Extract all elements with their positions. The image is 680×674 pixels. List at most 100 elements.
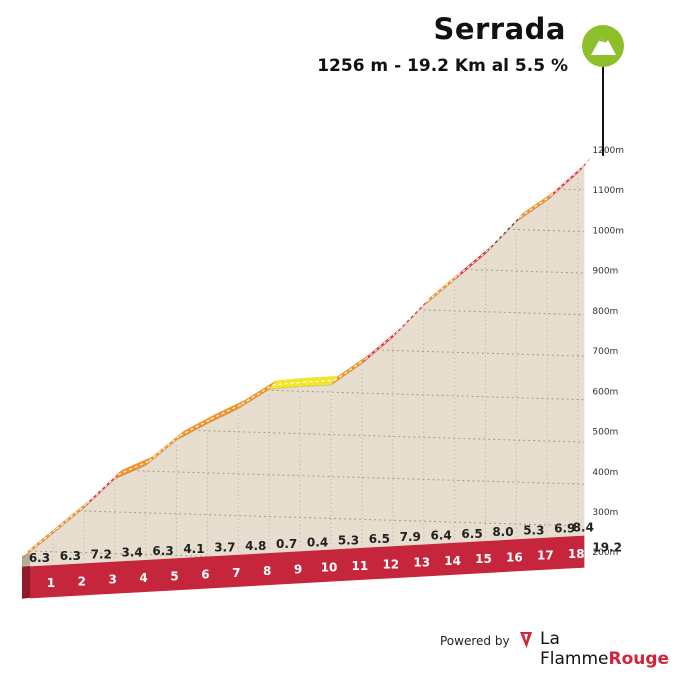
brand-name-part2: Rouge (608, 649, 670, 669)
road-edge (114, 464, 146, 480)
gradient-label: 7.2 (91, 547, 112, 561)
terrain-layer (22, 165, 585, 567)
gradient-label: 6.3 (60, 549, 81, 563)
elevation-grid-line (381, 349, 585, 357)
elevation-tick-label: 500m (592, 428, 618, 438)
km-label: 5 (170, 569, 178, 583)
km-label: 17 (537, 549, 554, 563)
elevation-tick-label: 600m (592, 387, 618, 397)
km-label: 15 (475, 552, 492, 566)
terrain-texture (22, 165, 585, 567)
gradient-label: 6.5 (461, 527, 482, 541)
gradient-label: 4.8 (245, 539, 266, 553)
elevation-grid-line (470, 269, 585, 274)
km-label: 11 (352, 559, 369, 573)
road-segment (114, 456, 153, 480)
km-label: 10 (321, 561, 338, 575)
road-centerline (303, 379, 335, 383)
gradient-label: 3.4 (122, 546, 143, 560)
road-edge (21, 533, 54, 560)
elevation-grid-line (563, 188, 585, 191)
grid-layer (35, 178, 585, 569)
km-label: 16 (506, 550, 523, 564)
gradient-label: 0.7 (276, 537, 297, 551)
road-segment (300, 376, 338, 387)
road-segment (176, 414, 215, 441)
road-centerline (488, 216, 521, 250)
road-edge (361, 337, 394, 365)
road-segment (269, 377, 308, 390)
gradient-label: 7.9 (400, 530, 421, 544)
road-segment (578, 156, 592, 173)
km-label: 18 (568, 547, 585, 561)
road-centerline (395, 300, 428, 334)
base-left-face (22, 565, 30, 599)
km-label: 7 (232, 566, 240, 580)
gradient-label: 0.4 (307, 535, 328, 549)
road-centerline (426, 275, 459, 302)
elevation-tick-label: 300m (592, 508, 618, 518)
elevation-tick-label: 1100m (592, 186, 624, 196)
gradient-label: 6.3 (152, 544, 173, 558)
road-centerline (519, 195, 552, 218)
road-edge (300, 384, 332, 388)
labels-layer: 6.3 6.3 7.2 3.4 6.3 4.1 3.7 4.8 0.7 0.4 5.3 6.5 7.9 6… (29, 521, 622, 591)
total-distance-label: 19.2 (592, 541, 622, 555)
climb-title: Serrada (433, 12, 566, 46)
brand-name-part1: La Flamme (540, 629, 609, 669)
road-centerline (365, 332, 397, 360)
summit-layer (582, 25, 624, 156)
elevation-tick-label: 200m (592, 548, 618, 558)
elevation-grid-line (198, 430, 585, 443)
elevation-tick-label: 700m (592, 347, 618, 357)
gradient-label: 5.3 (338, 534, 359, 548)
km-label: 3 (109, 573, 117, 587)
road-edge (207, 408, 239, 425)
mountain-summit-icon (591, 37, 616, 55)
road-edge (392, 305, 425, 338)
road-edge (52, 507, 85, 534)
road-edge (238, 389, 270, 410)
climb-summary: 1256 m - 19.2 Km al 5.5 % (317, 56, 568, 76)
gradient-label: 8.0 (492, 525, 513, 539)
road-edge (423, 279, 455, 307)
elevation-tick-label: 400m (592, 468, 618, 478)
road-centerline (550, 167, 583, 197)
gradient-label: 3.7 (214, 541, 235, 555)
road-segment (207, 399, 246, 424)
road-edge (269, 386, 301, 390)
road-edge (485, 221, 517, 255)
road-centerline (56, 503, 88, 530)
gradient-label: 4.1 (183, 542, 204, 556)
gradient-label: 5.3 (523, 523, 544, 537)
road-centerline (148, 435, 181, 462)
road-centerline (272, 381, 304, 386)
road-edge (176, 423, 208, 441)
km-label: 8 (263, 564, 271, 578)
km-label: 4 (139, 571, 147, 585)
km-label: 2 (78, 574, 86, 588)
base-band-layer (30, 535, 585, 599)
elevation-tick-label: 1200m (592, 146, 624, 156)
road-centerline (86, 474, 119, 505)
road-edge (454, 253, 486, 281)
summit-snowcap (599, 37, 604, 42)
elevation-grid-line (512, 228, 585, 233)
road-centerline (241, 384, 274, 405)
road-edge (577, 165, 585, 173)
km-label: 1 (47, 576, 55, 590)
road-centerline (457, 248, 490, 276)
gradient-label: 6.4 (431, 529, 452, 543)
elevation-tick-label: 900m (592, 267, 618, 277)
km-label: 9 (294, 562, 302, 576)
gradient-label: 6.3 (29, 551, 50, 565)
road-centerline (25, 528, 57, 555)
road-centerline (581, 160, 589, 169)
flame-logo-icon (520, 632, 532, 648)
elevation-grid-line (423, 309, 585, 316)
km-label: 13 (413, 556, 430, 570)
elevation-grid-line (35, 550, 585, 569)
road-edge (83, 478, 116, 509)
